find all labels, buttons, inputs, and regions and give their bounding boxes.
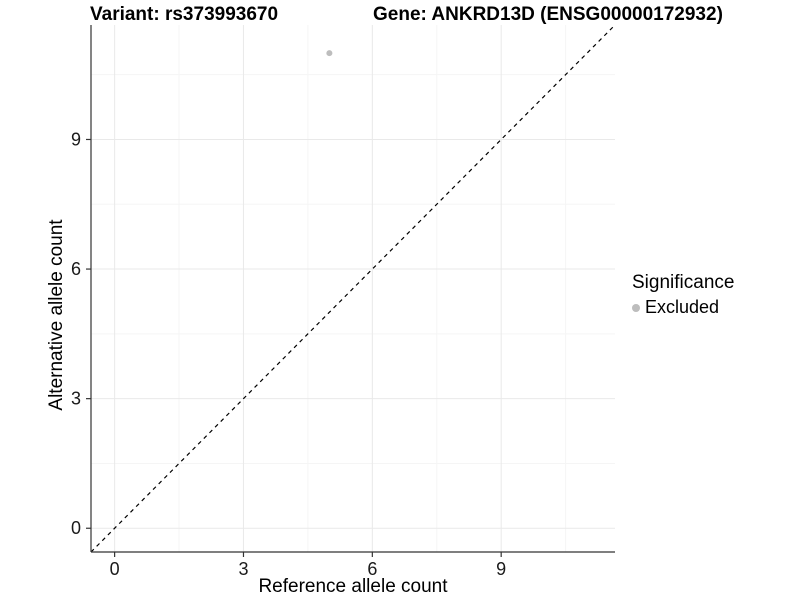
y-tick-label: 6 (71, 259, 81, 279)
legend-title: Significance (632, 272, 735, 293)
data-point-excluded (326, 50, 333, 57)
legend-item-excluded: Excluded (632, 297, 734, 318)
x-axis-title: Reference allele count (258, 576, 448, 597)
x-tick-label: 0 (110, 559, 120, 579)
gene-title: Gene: ANKRD13D (ENSG00000172932) (373, 4, 723, 25)
y-tick-label: 0 (71, 518, 81, 538)
y-axis-title: Alternative allele count (46, 219, 67, 411)
excluded-point-icon (632, 303, 640, 312)
y-tick-label: 3 (71, 389, 81, 409)
identity-dashed-line (90, 24, 616, 553)
x-tick-label: 6 (367, 559, 377, 579)
y-tick-label: 9 (71, 129, 81, 149)
x-tick-label: 9 (496, 559, 506, 579)
variant-title: Variant: rs373993670 (90, 4, 279, 25)
x-tick-label: 3 (238, 559, 248, 579)
legend: Significance Excluded (632, 272, 734, 318)
legend-item-label: Excluded (645, 297, 720, 317)
